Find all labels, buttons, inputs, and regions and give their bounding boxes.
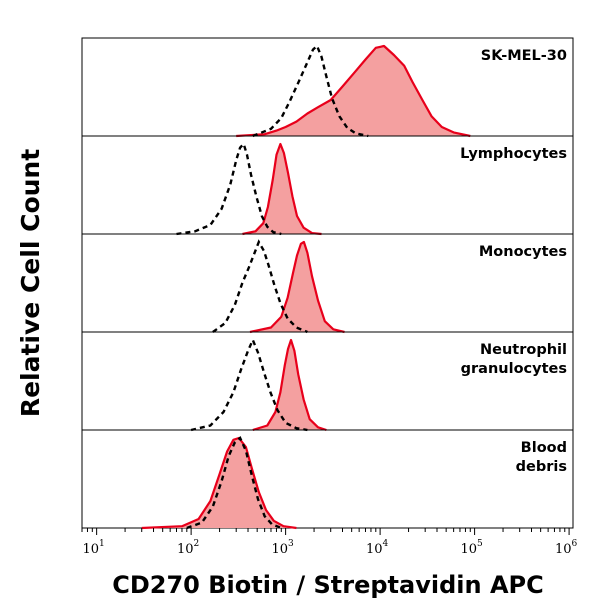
panel-label: Monocytes xyxy=(479,244,567,260)
histogram-panel: Lymphocytes xyxy=(81,135,574,236)
x-tick-label: 103 xyxy=(271,539,294,557)
histogram-panel: Monocytes xyxy=(81,233,574,334)
stained-histogram-fill xyxy=(252,340,327,430)
x-axis: 101 102 103 104 105 106 xyxy=(81,528,578,557)
x-tick-label: 104 xyxy=(366,539,389,557)
panel-label: Blood xyxy=(521,440,567,456)
stained-histogram-fill xyxy=(236,46,471,136)
stained-histogram-line xyxy=(236,44,471,138)
stained-histogram-line xyxy=(252,338,327,432)
histogram-panels: SK-MEL-30 Lymphocytes Monocytes Neutrophil g… xyxy=(81,37,574,530)
panel-label: SK-MEL-30 xyxy=(481,48,567,64)
isotype-control-line xyxy=(186,436,282,530)
x-tick-label: 102 xyxy=(177,539,199,557)
stained-histogram-line xyxy=(249,240,345,334)
x-tick-label: 105 xyxy=(460,539,483,557)
histogram-panel: Blood debris xyxy=(81,429,574,530)
x-axis-label: CD270 Biotin / Streptavidin APC xyxy=(112,571,543,599)
isotype-control-line xyxy=(212,239,308,334)
isotype-control-line xyxy=(252,43,369,138)
stained-histogram-line xyxy=(242,142,322,236)
stained-histogram-fill xyxy=(242,144,322,234)
panel-label: Neutrophil xyxy=(480,342,567,358)
y-axis-label: Relative Cell Count xyxy=(16,149,45,417)
x-tick-label: 101 xyxy=(82,539,104,557)
histogram-panel: SK-MEL-30 xyxy=(81,37,574,138)
panel-label: debris xyxy=(516,459,567,475)
panel-label: Lymphocytes xyxy=(460,146,567,162)
histogram-panel: Neutrophil granulocytes xyxy=(81,331,574,432)
panel-frame xyxy=(81,429,574,529)
panel-label: granulocytes xyxy=(461,361,567,377)
stained-histogram-fill xyxy=(141,438,297,528)
x-tick-label: 106 xyxy=(555,539,578,557)
